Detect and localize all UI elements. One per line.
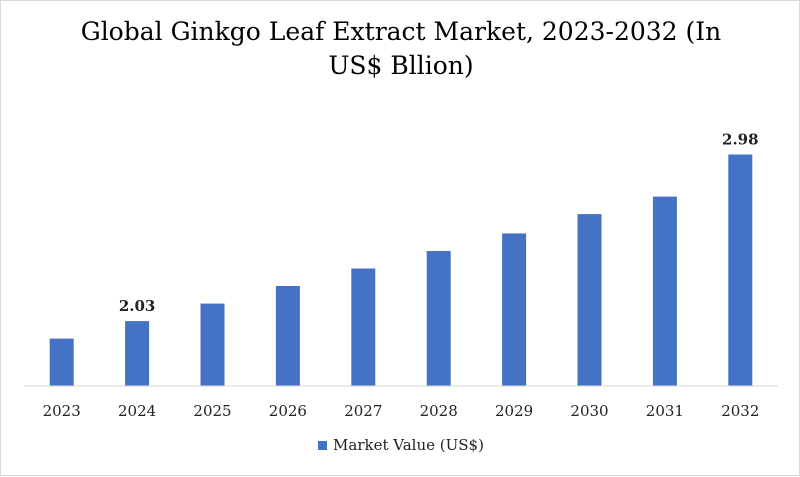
x-tick-label: 2029 xyxy=(495,402,533,420)
x-tick-label: 2026 xyxy=(269,402,307,420)
chart-title: Global Ginkgo Leaf Extract Market, 2023-… xyxy=(80,17,722,80)
bar-2030 xyxy=(577,214,602,386)
x-tick-label: 2030 xyxy=(570,402,608,420)
bar-2031 xyxy=(652,196,677,386)
bar-2025 xyxy=(200,303,225,386)
bar-2032 xyxy=(728,154,753,386)
bar-2029 xyxy=(502,233,527,386)
x-tick-label: 2025 xyxy=(193,402,231,420)
x-tick-label: 2032 xyxy=(721,402,759,420)
x-tick-label: 2027 xyxy=(344,402,382,420)
data-label: 2.03 xyxy=(119,297,156,315)
bar-2027 xyxy=(351,268,376,386)
chart-legend: Market Value (US$) xyxy=(1,436,800,454)
x-tick-label: 2024 xyxy=(118,402,156,420)
x-tick-label: 2028 xyxy=(420,402,458,420)
bar-2023 xyxy=(49,338,74,386)
bar-2026 xyxy=(275,286,300,386)
legend-label: Market Value (US$) xyxy=(333,436,484,454)
x-tick-label: 2023 xyxy=(43,402,81,420)
data-label: 2.98 xyxy=(722,131,759,149)
x-tick-label: 2031 xyxy=(646,402,684,420)
bar-2028 xyxy=(426,251,451,386)
bar-2024 xyxy=(125,321,150,386)
legend-swatch xyxy=(318,440,328,450)
